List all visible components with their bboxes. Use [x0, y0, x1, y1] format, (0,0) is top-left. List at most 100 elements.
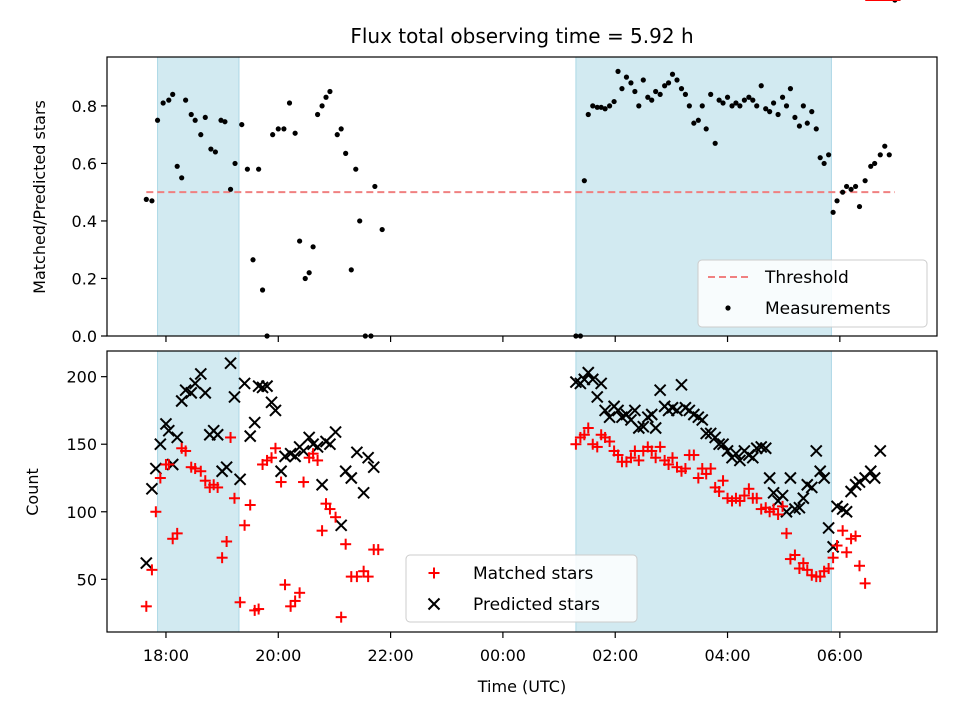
- predicted-point: [149, 462, 163, 475]
- predicted-point: [220, 460, 233, 474]
- measurement-point: [244, 166, 250, 172]
- predicted-point: [868, 471, 881, 485]
- measurement-point: [632, 88, 638, 95]
- matched-point: [289, 595, 301, 607]
- measurement-point: [602, 106, 608, 112]
- measurement-point: [636, 103, 642, 109]
- measurement-point: [669, 71, 676, 77]
- measurement-point: [143, 196, 149, 202]
- matched-point: [713, 486, 725, 497]
- matched-point: [253, 603, 265, 615]
- matched-point: [789, 549, 801, 561]
- predicted-point: [260, 379, 274, 393]
- measurement-point: [720, 100, 726, 106]
- predicted-point: [586, 373, 599, 386]
- predicted-point: [813, 465, 827, 478]
- measurement-point: [729, 103, 735, 109]
- bottom-ytick-label: 50: [77, 570, 97, 589]
- predicted-point: [637, 420, 650, 433]
- top-shade-0: [157, 56, 240, 337]
- predicted-point: [256, 381, 269, 394]
- bottom-ytick-label: 100: [66, 503, 97, 522]
- predicted-point: [746, 451, 760, 464]
- measurement-point: [848, 186, 854, 192]
- measurement-point: [585, 111, 591, 118]
- measurement-point: [281, 126, 287, 132]
- predicted-point: [224, 356, 237, 370]
- predicted-point: [159, 417, 173, 431]
- matched-point: [823, 563, 835, 575]
- measurement-point: [872, 160, 878, 167]
- predicted-point: [788, 502, 802, 516]
- matched-point: [705, 463, 717, 475]
- predicted-point: [350, 446, 364, 459]
- measurement-point: [353, 166, 359, 172]
- xtick-label: 00:00: [480, 646, 526, 665]
- predicted-point: [211, 428, 224, 441]
- legend-predicted-label: Predicted stars: [473, 595, 600, 615]
- matched-point: [372, 544, 384, 556]
- measurement-point: [615, 68, 621, 74]
- measurement-point: [623, 74, 630, 80]
- measurement-point: [212, 149, 218, 155]
- matched-point: [244, 499, 256, 511]
- matched-point: [841, 546, 853, 558]
- measurement-point: [877, 152, 883, 158]
- measurement-point: [239, 121, 245, 128]
- matched-point: [692, 472, 704, 484]
- measurement-point: [804, 120, 810, 126]
- measurement-point: [357, 218, 363, 224]
- predicted-point: [712, 438, 726, 451]
- measurement-point: [821, 160, 827, 167]
- measurement-point: [834, 198, 840, 204]
- predicted-point: [233, 473, 247, 486]
- measurement-point: [657, 91, 663, 97]
- predicted-point: [776, 489, 789, 502]
- measurement-point: [218, 117, 224, 123]
- measurement-point: [737, 103, 743, 109]
- matched-point: [239, 519, 251, 531]
- bottom-ytick-label: 150: [66, 435, 97, 454]
- measurement-point: [598, 104, 604, 110]
- top-x-ticks: [165, 336, 841, 342]
- matched-point: [189, 463, 201, 475]
- predicted-point: [840, 505, 853, 518]
- legend-threshold-label: Threshold: [764, 268, 849, 288]
- predicted-point: [793, 501, 806, 514]
- predicted-point: [367, 460, 380, 474]
- matched-point: [578, 429, 590, 441]
- bottom-panel: 50 100 150 200 18:00 20:00 22:00 00:00 02:00 04:…: [23, 0, 938, 696]
- measurement-point: [581, 178, 587, 184]
- measurement-point: [716, 97, 722, 103]
- matched-point: [199, 475, 211, 487]
- measurement-point: [886, 152, 892, 158]
- measurement-point: [796, 123, 803, 129]
- matched-point: [150, 506, 162, 518]
- measurement-point: [232, 160, 238, 167]
- measurement-point: [202, 114, 208, 121]
- predicted-point: [755, 440, 768, 454]
- measurement-point: [198, 132, 204, 138]
- measurement-point: [830, 209, 836, 215]
- matched-point: [646, 445, 658, 457]
- predicted-point: [763, 471, 776, 485]
- measurement-point: [306, 270, 312, 276]
- measurement-point: [840, 189, 846, 195]
- measurement-point: [188, 111, 194, 118]
- matched-point: [340, 538, 352, 550]
- matched-point: [212, 481, 224, 493]
- bottom-y-ticks: 50 100 150 200: [66, 368, 107, 589]
- predicted-point: [716, 438, 730, 451]
- measurement-point: [686, 103, 692, 109]
- predicted-point: [185, 386, 198, 400]
- matched-point: [679, 463, 691, 475]
- matched-point: [228, 492, 240, 504]
- measurement-point: [314, 111, 321, 118]
- measurement-point: [619, 86, 625, 92]
- matched-point: [335, 611, 347, 623]
- predicted-point: [323, 438, 337, 451]
- measurement-point: [817, 155, 823, 161]
- top-panel: 0.00.20.40.60.8 Matched/Predicted stars …: [30, 0, 938, 346]
- measurement-point: [372, 183, 378, 190]
- measurement-point: [302, 275, 308, 282]
